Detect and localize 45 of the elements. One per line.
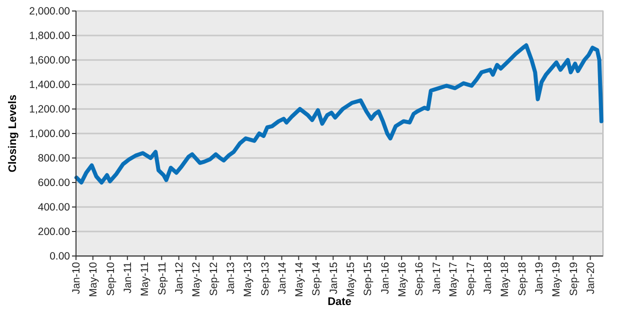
x-tick-label: May-14 [293,262,306,298]
y-tick-label: 600.00 [38,177,70,190]
y-tick-label: 1,400.00 [29,79,70,92]
y-tick-label: 800.00 [38,152,70,165]
y-tick-label: 400.00 [38,202,70,214]
x-tick-label: May-13 [242,262,254,298]
y-tick-label: 200.00 [38,226,70,238]
x-tick-label: May-11 [138,262,151,296]
x-tick-label: Sep-19 [568,262,580,296]
x-tick-label: Jan-20 [585,262,597,294]
x-tick-label: Jan-13 [225,262,238,294]
x-tick-label: Jan-19 [534,262,546,294]
x-tick-label: May-12 [190,262,203,298]
x-tick-label: May-19 [550,262,562,298]
x-tick-label: Jan-16 [379,262,392,294]
x-tick-label: May-16 [396,262,408,298]
y-tick-label: 2,000.00 [29,6,70,18]
x-tick-label: May-15 [344,262,357,298]
x-tick-label: May-18 [499,262,512,298]
y-axis-title: Closing Levels [6,94,19,172]
x-tick-label: Jan-18 [482,262,494,294]
x-tick-label: Jan-17 [430,262,443,294]
x-tick-label: Sep-18 [516,262,528,296]
y-tick-label: 0.00 [50,250,70,263]
x-tick-label: Jan-11 [122,262,134,294]
x-tick-label: May-17 [448,262,460,298]
x-axis-title: Date [328,296,352,308]
x-tick-label: Sep-12 [208,262,220,296]
y-tick-label: 1,200.00 [29,104,70,116]
x-tick-label: Jan-10 [70,262,83,294]
x-tick-label: Sep-10 [104,262,117,296]
x-tick-label: Sep-13 [259,262,272,296]
y-tick-label: 1,800.00 [29,30,70,42]
x-tick-label: Jan-14 [276,262,288,294]
x-tick-label: Jan-12 [173,262,186,294]
x-tick-label: Sep-16 [414,262,426,296]
x-tick-label: Sep-15 [362,262,374,296]
x-tick-label: Sep-14 [310,262,323,296]
y-tick-label: 1,600.00 [29,54,70,67]
x-tick-label: Sep-17 [465,262,478,296]
x-tick-label: Sep-11 [156,262,168,296]
line-series [74,43,604,184]
x-tick-label: May-10 [88,262,100,298]
y-tick-label: 1,000.00 [29,128,70,140]
x-tick-label: Jan-15 [328,262,340,294]
